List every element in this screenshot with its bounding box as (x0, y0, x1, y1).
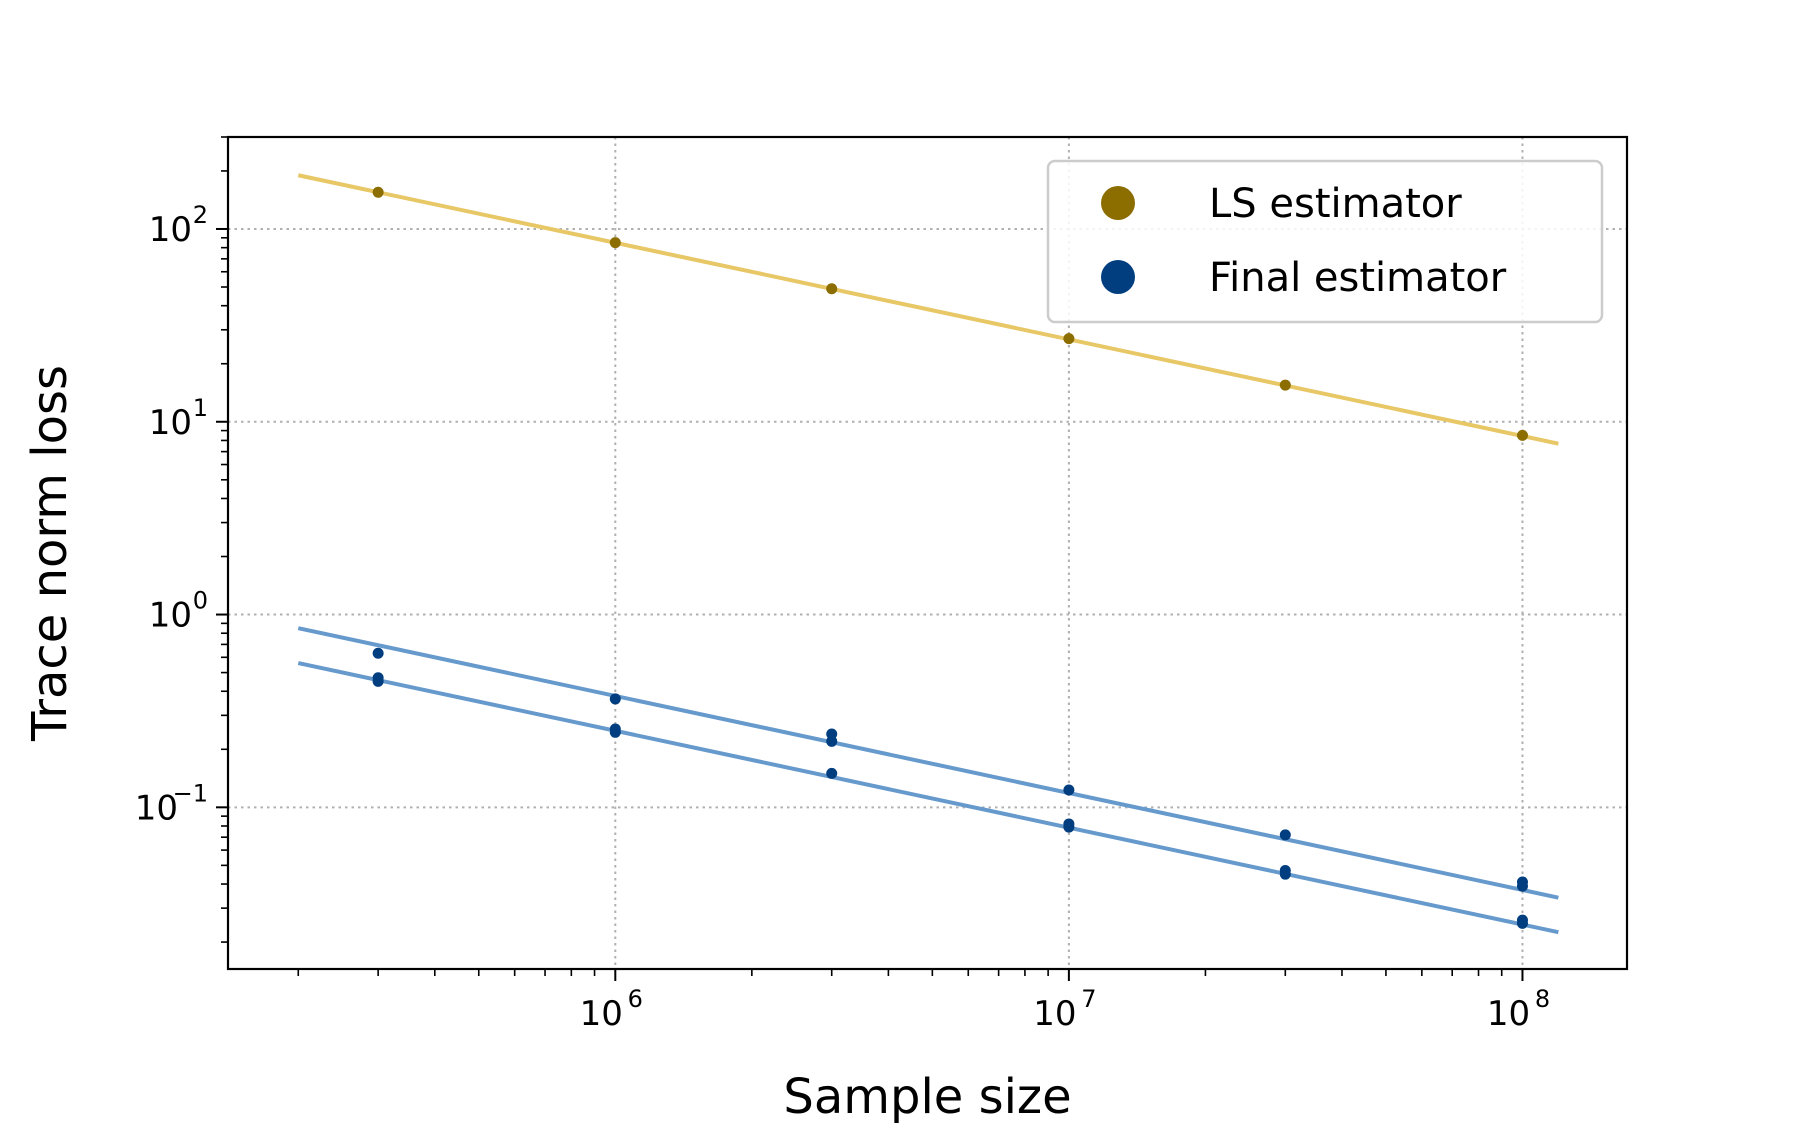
y-tick-label: 10 (135, 788, 178, 828)
x-tick-exponent: 7 (1081, 985, 1096, 1013)
x-tick-label: 10 (580, 994, 623, 1034)
y-tick-exponent: 0 (193, 587, 208, 615)
final-estimator-point (1063, 821, 1075, 833)
final-estimator-point (609, 726, 621, 738)
ls-estimator-fit-line (297, 173, 1559, 446)
ls-estimator-point (372, 186, 384, 198)
final-estimator-point (1516, 880, 1528, 892)
final-estimator-point (826, 767, 838, 779)
legend-marker (1101, 260, 1135, 294)
legend-marker (1101, 186, 1135, 220)
data-points (372, 186, 1528, 929)
legend: LS estimator Final estimator (1046, 159, 1604, 324)
x-axis-title: Sample size (783, 1069, 1071, 1125)
final-estimator-point (609, 693, 621, 705)
final-estimator-fit-line (297, 661, 1559, 935)
ls-estimator-point (1279, 379, 1291, 391)
x-tick-exponent: 8 (1535, 985, 1550, 1013)
fit-lines (297, 173, 1559, 935)
final-estimator-point (372, 675, 384, 687)
x-tick-exponent: 6 (628, 985, 643, 1013)
final-estimator-fit-line (297, 626, 1559, 900)
legend-label: Final estimator (1209, 255, 1507, 301)
plot-frame (226, 135, 1629, 971)
final-estimator-point (1279, 829, 1291, 841)
final-estimator-point (1516, 917, 1528, 929)
ls-estimator-point (1063, 333, 1075, 345)
final-estimator-point (826, 735, 838, 747)
y-axis-title: Trace norm loss (22, 365, 78, 742)
final-estimator-point (1279, 868, 1291, 880)
x-tick-label: 10 (1487, 994, 1530, 1034)
y-tick-label: 10 (149, 596, 192, 636)
ls-estimator-point (609, 237, 621, 249)
final-estimator-point (1063, 784, 1075, 796)
y-tick-exponent: 2 (193, 201, 208, 229)
ls-estimator-point (1516, 429, 1528, 441)
y-tick-exponent: −1 (173, 779, 208, 807)
ls-estimator-point (826, 283, 838, 295)
y-tick-exponent: 1 (193, 394, 208, 422)
final-estimator-point (372, 647, 384, 659)
y-tick-label: 10 (149, 210, 192, 250)
y-tick-label: 10 (149, 403, 192, 443)
legend-label: LS estimator (1209, 181, 1462, 227)
legend-box (1046, 159, 1604, 324)
x-tick-label: 10 (1033, 994, 1076, 1034)
